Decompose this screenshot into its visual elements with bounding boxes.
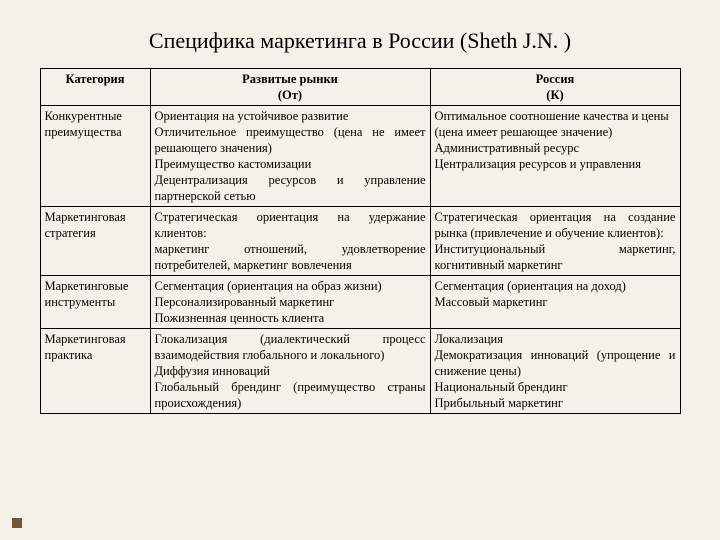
header-subtext: (К) — [435, 87, 676, 103]
table-header-row: Категория Развитые рынки (От) Россия (К) — [40, 69, 680, 106]
slide-title: Специфика маркетинга в России (Sheth J.N… — [0, 0, 720, 68]
header-developed: Развитые рынки (От) — [150, 69, 430, 106]
cell-category: Маркетинговая практика — [40, 329, 150, 414]
header-russia: Россия (К) — [430, 69, 680, 106]
header-text: Развитые рынки — [155, 71, 426, 87]
cell-russia: Локализация Демократизация инноваций (уп… — [430, 329, 680, 414]
cell-russia: Оптимальное соотношение качества и цены … — [430, 106, 680, 207]
table-row: Маркетинговая практика Глокализация (диа… — [40, 329, 680, 414]
cell-developed: Ориентация на устойчивое развитие Отличи… — [150, 106, 430, 207]
table-row: Маркетинговые инструменты Сегментация (о… — [40, 276, 680, 329]
cell-russia: Сегментация (ориентация на доход) Массов… — [430, 276, 680, 329]
cell-developed: Стратегическая ориентация на удержание к… — [150, 207, 430, 276]
table-row: Маркетинговая стратегия Стратегическая о… — [40, 207, 680, 276]
comparison-table: Категория Развитые рынки (От) Россия (К)… — [40, 68, 681, 414]
table-row: Конкурентные преимущества Ориентация на … — [40, 106, 680, 207]
cell-category: Маркетинговая стратегия — [40, 207, 150, 276]
cell-developed: Глокализация (диалектический процесс вза… — [150, 329, 430, 414]
header-subtext: (От) — [155, 87, 426, 103]
slide-bullet-icon — [12, 518, 22, 528]
cell-category: Конкурентные преимущества — [40, 106, 150, 207]
cell-category: Маркетинговые инструменты — [40, 276, 150, 329]
header-text: Категория — [45, 71, 146, 87]
header-text: Россия — [435, 71, 676, 87]
cell-developed: Сегментация (ориентация на образ жизни) … — [150, 276, 430, 329]
header-category: Категория — [40, 69, 150, 106]
cell-russia: Стратегическая ориентация на создание ры… — [430, 207, 680, 276]
